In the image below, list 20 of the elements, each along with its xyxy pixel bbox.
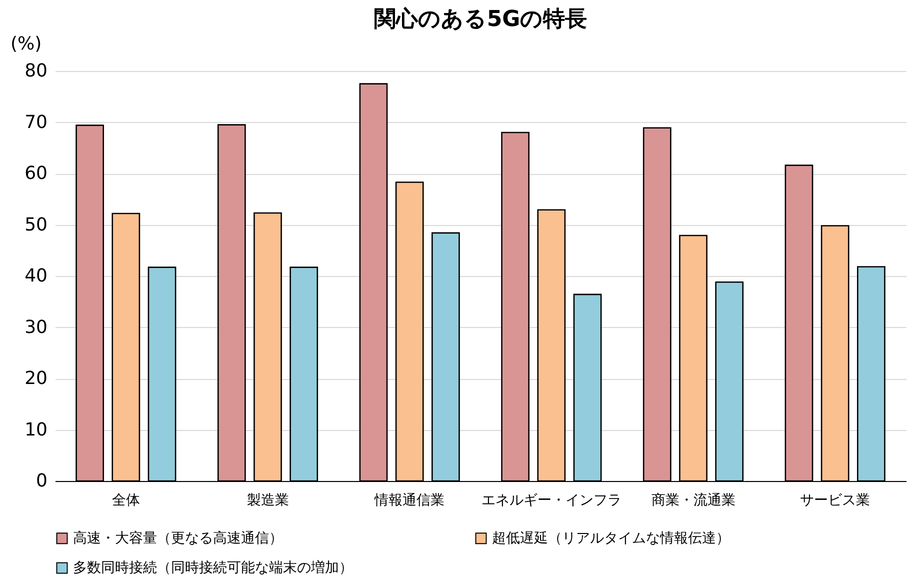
x-tick-label: 全体 [112,492,140,508]
x-tick-label: エネルギー・インフラ [481,492,622,508]
y-tick-label: 70 [24,112,48,133]
y-tick-label: 0 [36,470,48,492]
y-tick-label: 20 [24,368,48,389]
y-tick-label: 40 [24,266,48,286]
x-tick-label: 情報通信業 [374,492,445,508]
y-tick-label: 80 [24,60,48,82]
x-tick-label: 製造業 [246,492,289,508]
y-tick-label: 60 [24,163,48,184]
legend-label: 多数同時接続（同時接続可能な端末の増加） [73,559,353,576]
x-tick-label: サービス業 [800,492,870,508]
x-tick-label: 商業・流通業 [651,492,736,508]
legend-label: 高速・大容量（更なる高速通信） [73,530,283,546]
y-axis-title: (%) [10,34,42,54]
y-tick-label: 50 [24,214,48,236]
chart-title: 関心のある5Gの特長 [374,6,588,32]
y-tick-label: 30 [24,316,48,338]
y-tick-label: 10 [24,419,48,440]
legend-label: 超低遅延（リアルタイムな情報伝達） [492,530,730,546]
